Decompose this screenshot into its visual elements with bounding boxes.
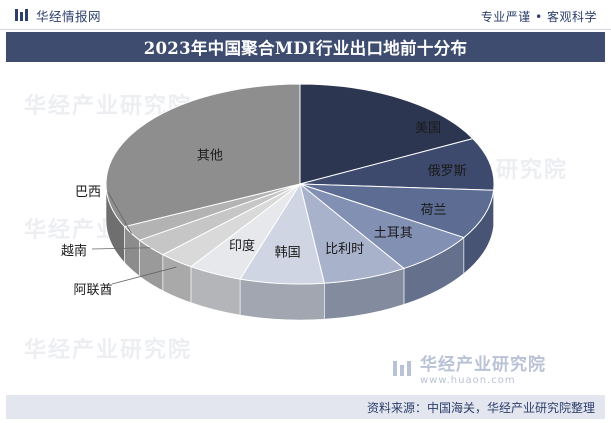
slice-label: 印度	[229, 238, 255, 254]
slice-label: 美国	[415, 121, 441, 136]
pie-slice-美国	[299, 83, 474, 185]
chart-title: 2023年中国聚合MDI行业出口地前十分布	[143, 39, 468, 58]
slice-label: 越南	[61, 243, 87, 259]
tagline: 专业严谨 • 客观科学	[480, 10, 597, 24]
pie-side-韩国	[239, 278, 325, 321]
slice-label: 阿联酋	[73, 282, 112, 298]
slice-label: 韩国	[275, 246, 301, 261]
slice-label: 其他	[197, 149, 223, 164]
footer-bar: 资料来源：中国海关，华经产业研究院整理	[6, 395, 605, 419]
title-bar: 2023年中国聚合MDI行业出口地前十分布	[6, 32, 605, 62]
leader-line	[107, 191, 132, 234]
pie-slice-俄罗斯	[299, 138, 495, 191]
slice-label: 土耳其	[374, 226, 413, 241]
top-divider	[0, 29, 611, 30]
pie-sides	[105, 183, 495, 321]
logo-icon	[15, 9, 28, 21]
source-note: 资料来源：中国海关，华经产业研究院整理	[366, 401, 595, 415]
pie-slice-其他	[105, 83, 301, 228]
brand-watermark-url: www.huaon.com	[420, 375, 516, 386]
site-name: 华经情报网	[36, 8, 102, 24]
slice-label: 巴西	[75, 185, 101, 200]
slice-label: 荷兰	[420, 203, 446, 218]
brand-watermark: 华经产业研究院 www.huaon.com	[392, 350, 546, 386]
top-bar: 华经情报网 专业严谨 • 客观科学	[0, 0, 611, 30]
pie-top	[105, 83, 495, 285]
slice-label: 俄罗斯	[428, 164, 467, 179]
slice-label: 比利时	[325, 242, 364, 257]
leader-line	[111, 266, 177, 285]
leader-line	[91, 247, 151, 250]
brand-watermark-name: 华经产业研究院	[420, 355, 546, 375]
pie-slice-荷兰	[299, 183, 495, 239]
site-logo[interactable]: 华经情报网	[14, 7, 102, 24]
chart-area: 华经产业研究院 华经产业研究院 华经产业研究院 华经产业研究院 美国俄罗斯荷兰土…	[0, 62, 611, 394]
brand-logo-icon	[393, 361, 411, 376]
